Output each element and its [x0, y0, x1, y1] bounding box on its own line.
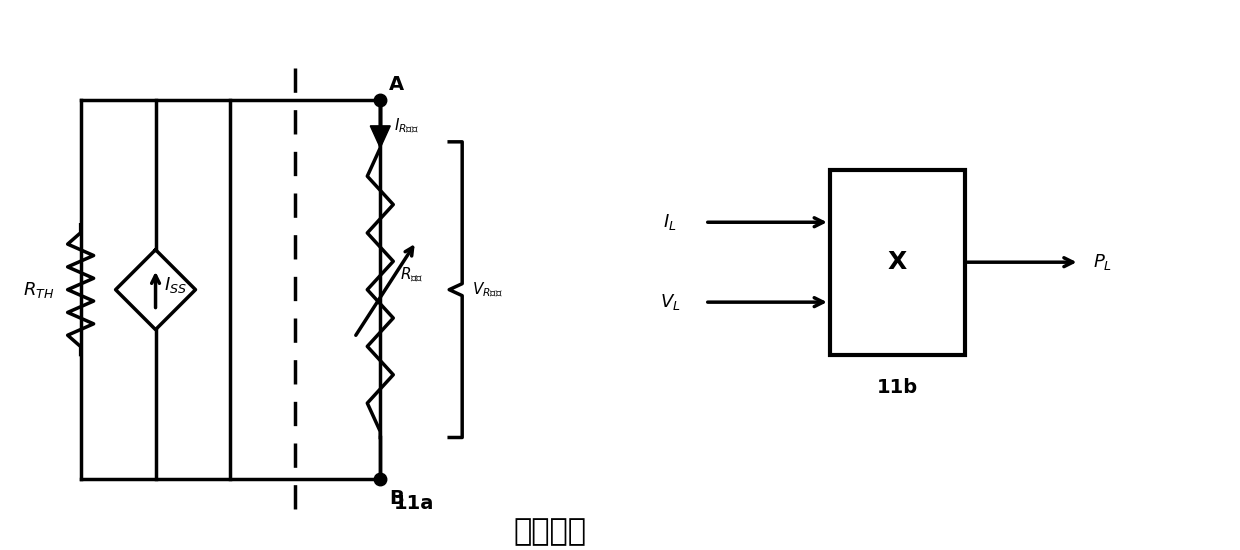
FancyBboxPatch shape: [830, 170, 965, 355]
Text: $V_{R负载}$: $V_{R负载}$: [472, 280, 503, 299]
Text: $I_{SS}$: $I_{SS}$: [164, 274, 186, 295]
Text: 11b: 11b: [877, 377, 918, 397]
Text: A: A: [389, 75, 404, 94]
Text: X: X: [888, 250, 906, 274]
Text: $R_{TH}$: $R_{TH}$: [22, 279, 55, 300]
Text: $P_L$: $P_L$: [1092, 252, 1112, 272]
Text: B: B: [389, 490, 404, 508]
Text: $R_{负载}$: $R_{负载}$: [401, 265, 424, 284]
Text: 11a: 11a: [394, 494, 435, 513]
Text: $I_{R负载}$: $I_{R负载}$: [394, 117, 419, 135]
Polygon shape: [371, 126, 391, 148]
Text: 现有技术: 现有技术: [513, 517, 587, 546]
Text: $V_L$: $V_L$: [660, 292, 681, 312]
Text: $I_L$: $I_L$: [663, 212, 677, 232]
